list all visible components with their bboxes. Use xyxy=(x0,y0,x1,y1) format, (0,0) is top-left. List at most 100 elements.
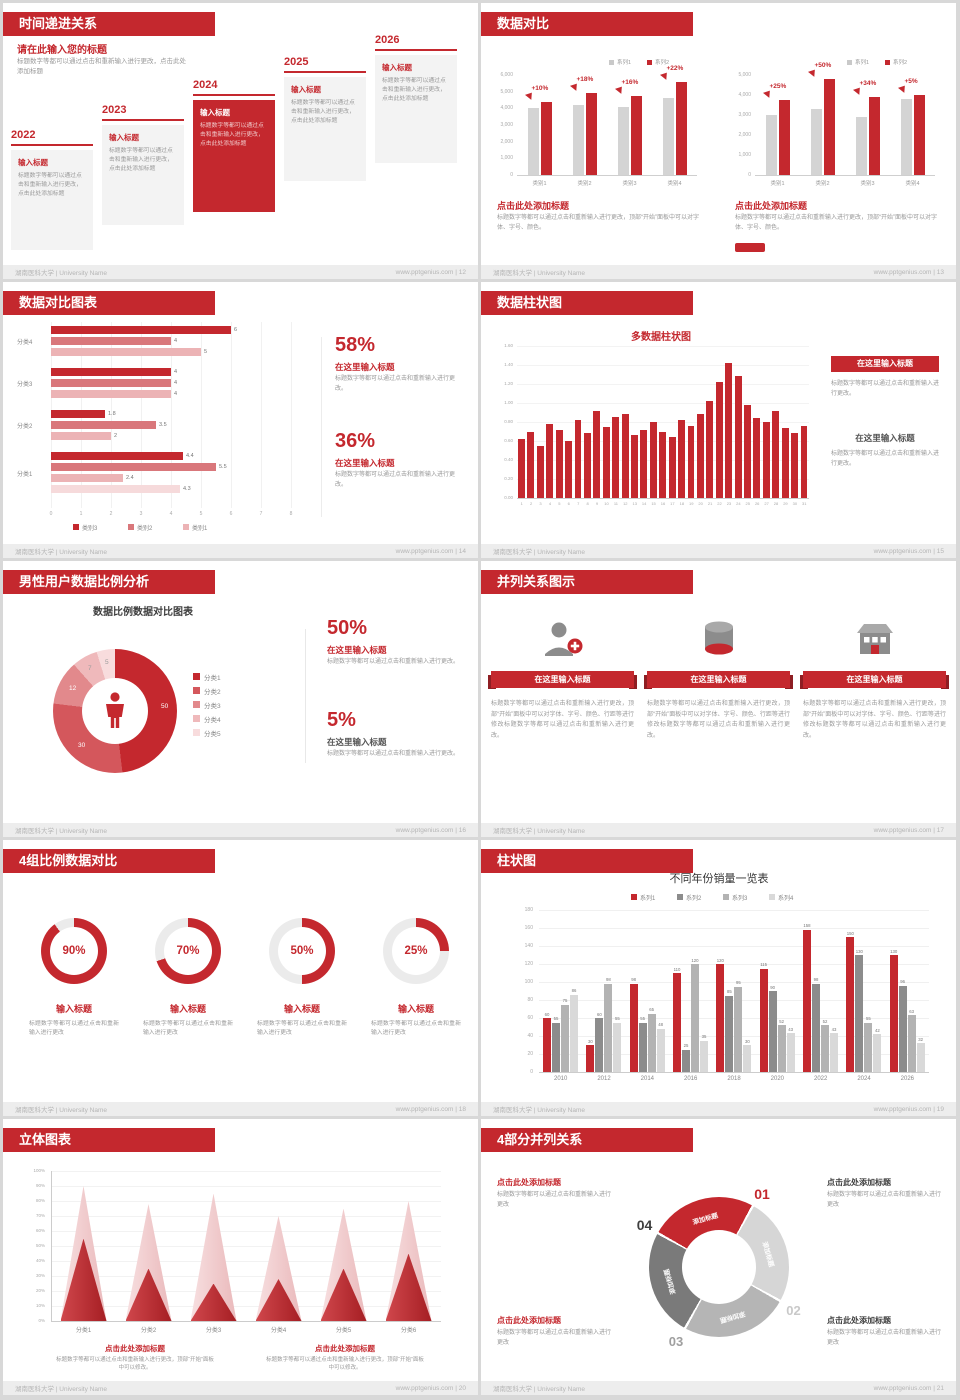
bar-value: 35 xyxy=(701,1034,707,1039)
footer-site-page: www.pptgenius.com | 21 xyxy=(873,1384,944,1392)
block-body: 标题数字等都可以通过点击和重新输入进行更改 xyxy=(827,1192,942,1208)
slide-16-thumbnail[interactable]: 男性用户数据比例分析 数据比例数据对比图表 50 30 12 7 5 分类1 分类2 分类3 分类… xyxy=(3,561,478,837)
bar xyxy=(561,1004,569,1072)
x-tick: 2026 xyxy=(900,1076,914,1082)
y-tick: 0.40 xyxy=(504,457,513,462)
section-subtitle-body: 标题数字等都可以通过点击和重新输入进行更改，点击此处添加标题 xyxy=(17,58,186,76)
column-body: 标题数字等都可以通过点击和重新输入进行更改，顶部“开始”面板中可以对字体、字号、… xyxy=(491,701,634,739)
grid-line xyxy=(51,1186,441,1187)
slide-14-footer: 湖南医科大学 | University Name www.pptgenius.c… xyxy=(3,544,478,558)
bar xyxy=(873,1034,882,1072)
grid-line xyxy=(539,964,929,965)
delta-label: +18% xyxy=(576,75,594,83)
grid-line xyxy=(111,322,112,508)
footer-site: www.pptgenius.com xyxy=(873,826,932,834)
timeline-box-title: 输入标题 xyxy=(18,158,48,167)
slide-20-thumbnail[interactable]: 立体图表 100% 90% 80% 70% 60% 50% 40% 30% 20% 10% 0% 分类… xyxy=(3,1119,478,1395)
bar xyxy=(700,1040,708,1072)
x-tick: 22 xyxy=(717,501,722,506)
grid-line xyxy=(539,946,929,947)
slide-12-thumbnail[interactable]: 时间递进关系 请在此输入您的标题 标题数字等都可以通过点击和重新输入进行更改，点击… xyxy=(3,3,478,279)
x-tick: 30 xyxy=(792,501,798,506)
y-tick: 50% xyxy=(35,1243,45,1248)
stat-body: 标题数字等都可以通过点击和重新输入进行更改。 xyxy=(335,472,456,488)
legend-label: 系列1 xyxy=(617,60,632,66)
slide-19-thumbnail[interactable]: 柱状图 不同年份销量一览表 系列1 系列2 系列3 系列4 180 160 140 120 100… xyxy=(481,840,956,1116)
footer-university: 湖南医科大学 | University Name xyxy=(493,1386,585,1393)
bar-value: 120 xyxy=(691,957,699,963)
gauge-body: 标题数字等都可以通过点击和重新输入进行更改 xyxy=(371,1021,461,1037)
y-tick: 140 xyxy=(524,943,533,949)
timeline-box: 输入标题 标题数字等都可以通过点击和重新输入进行更改，点击此处添加标题 xyxy=(102,125,184,225)
bar xyxy=(668,437,676,498)
slide-21-title: 4部分并列关系 xyxy=(481,1128,693,1152)
x-axis xyxy=(51,1321,441,1322)
x-tick: 17 xyxy=(670,501,675,506)
grid-line xyxy=(539,1018,929,1019)
column-banner: 在这里输入标题 xyxy=(803,671,946,688)
slide-19-title: 柱状图 xyxy=(481,849,693,873)
bar xyxy=(555,429,563,498)
y-tick: 0.00 xyxy=(504,495,513,500)
footer-site-page: www.pptgenius.com | 18 xyxy=(395,1105,466,1113)
slide-12-footer: 湖南医科大学 | University Name www.pptgenius.c… xyxy=(3,265,478,279)
slide-21-thumbnail[interactable]: 4部分并列关系 添加标题 添加标题 添加标题 添加标题 01 02 03 04 点击此处添加标题… xyxy=(481,1119,956,1395)
bar xyxy=(621,414,629,498)
bar xyxy=(659,431,667,498)
slide-15-thumbnail[interactable]: 数据柱状图 多数据柱状图 1.60 1.40 1.20 1.00 0.80 0.60 0.40… xyxy=(481,282,956,558)
footer-university: 湖南医科大学 | University Name xyxy=(15,1386,107,1393)
grid-line xyxy=(141,322,142,508)
y-tick: 4,000 xyxy=(500,105,513,112)
block-title: 点击此处添加标题 xyxy=(315,1344,375,1353)
column-body: 标题数字等都可以通过点击和重新输入进行更改，顶部“开始”面板中可以对字体、字号、… xyxy=(803,701,946,739)
timeline-box-body: 标题数字等都可以通过点击和重新输入进行更改，点击此处添加标题 xyxy=(18,173,82,197)
bar xyxy=(518,439,525,498)
timeline-box-title: 输入标题 xyxy=(200,108,230,117)
y-tick: 5,000 xyxy=(500,88,513,95)
y-tick: 180 xyxy=(524,907,533,913)
x-tick: 2010 xyxy=(553,1076,568,1082)
bar-value: 25 xyxy=(683,1043,689,1048)
x-tick: 10 xyxy=(604,501,609,506)
x-tick: 2020 xyxy=(770,1076,784,1082)
legend-label: 系列3 xyxy=(732,896,748,902)
slide-20-content: 100% 90% 80% 70% 60% 50% 40% 30% 20% 10% 0% 分类1 分类2 分… xyxy=(3,1119,478,1381)
grid-line xyxy=(51,1171,441,1172)
bar-value: 75 xyxy=(562,998,568,1003)
bar xyxy=(791,433,799,498)
x-tick: 6 xyxy=(567,501,570,506)
slide-14-thumbnail[interactable]: 数据对比图表 0 1 2 3 4 5 6 7 8 分类4 6 4 5 分类3 4 4 4 分类2 1.8 3.5 2 分类… xyxy=(3,282,478,558)
x-tick: 19 xyxy=(689,501,694,506)
bar xyxy=(725,995,734,1072)
y-tick: 3,000 xyxy=(500,122,513,128)
bar xyxy=(725,363,733,498)
legend-label: 系列2 xyxy=(893,60,908,66)
y-tick: 4,000 xyxy=(738,92,751,98)
block-body: 标题数字等都可以通过点击和重新输入进行更改，顶部“开始”面板中可以修改。 xyxy=(56,1357,214,1372)
bar xyxy=(51,452,183,460)
slide-17-thumbnail[interactable]: 并列关系图示 在这里输入标题标题数字等都可以通过点击和重新输入进行更改，顶部“开… xyxy=(481,561,956,837)
x-axis xyxy=(755,175,935,176)
footer-site-page: www.pptgenius.com | 19 xyxy=(873,1105,944,1113)
bar-series2 xyxy=(540,101,552,175)
bar xyxy=(734,376,742,498)
bar xyxy=(595,1018,604,1072)
x-tick: 23 xyxy=(726,501,732,506)
bar-value: 98 xyxy=(631,977,637,983)
legend-label: 类别3 xyxy=(82,526,98,532)
x-tick: 类别1 xyxy=(532,181,547,187)
bar-value: 5.5 xyxy=(219,464,227,470)
y-tick: 2,000 xyxy=(738,132,751,138)
bar xyxy=(604,983,613,1072)
delta-label: +16% xyxy=(621,78,639,86)
x-tick: 28 xyxy=(773,501,779,506)
slide-18-thumbnail[interactable]: 4组比例数据对比 90% 输入标题 标题数字等都可以通过点击和重新输入进行更改 70%… xyxy=(3,840,478,1116)
bar-value: 52 xyxy=(779,1018,785,1024)
slide-13-thumbnail[interactable]: 数据对比 系列1 系列2 6,000 5,000 4,000 3,000 2,000 1,00… xyxy=(481,3,956,279)
block-title: 点击此处添加标题 xyxy=(105,1344,165,1353)
y-tick: 6,000 xyxy=(500,72,513,78)
gauge-value: 90% xyxy=(62,945,86,957)
slide-17-title: 并列关系图示 xyxy=(481,570,693,594)
legend-swatch xyxy=(183,524,189,530)
block-title: 点击此处添加标题 xyxy=(735,201,808,211)
